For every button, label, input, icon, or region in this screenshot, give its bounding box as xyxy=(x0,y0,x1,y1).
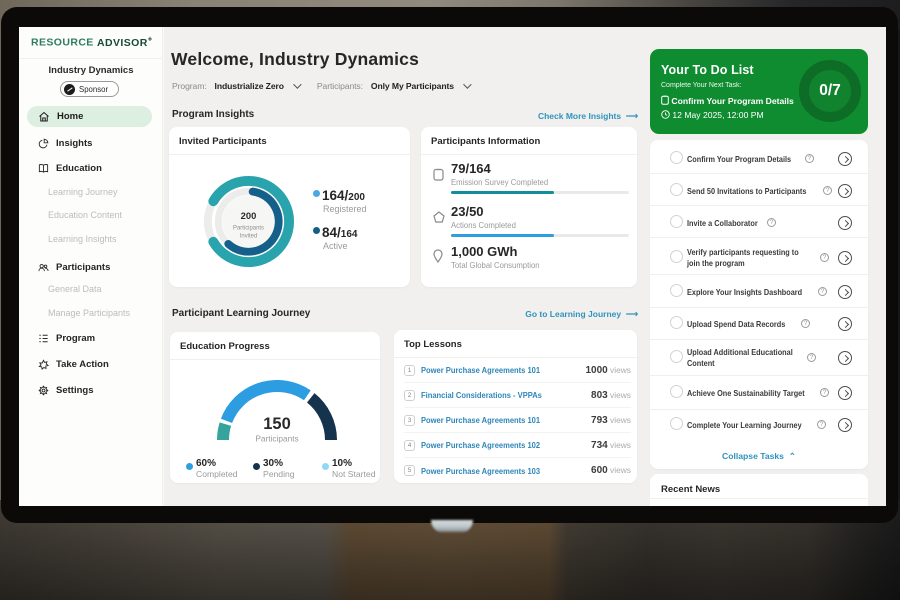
svg-text:150: 150 xyxy=(263,415,291,433)
svg-text:200: 200 xyxy=(241,210,257,221)
svg-text:Participants: Participants xyxy=(255,434,298,444)
svg-text:Participants: Participants xyxy=(233,225,264,231)
svg-text:Invited: Invited xyxy=(240,233,258,239)
